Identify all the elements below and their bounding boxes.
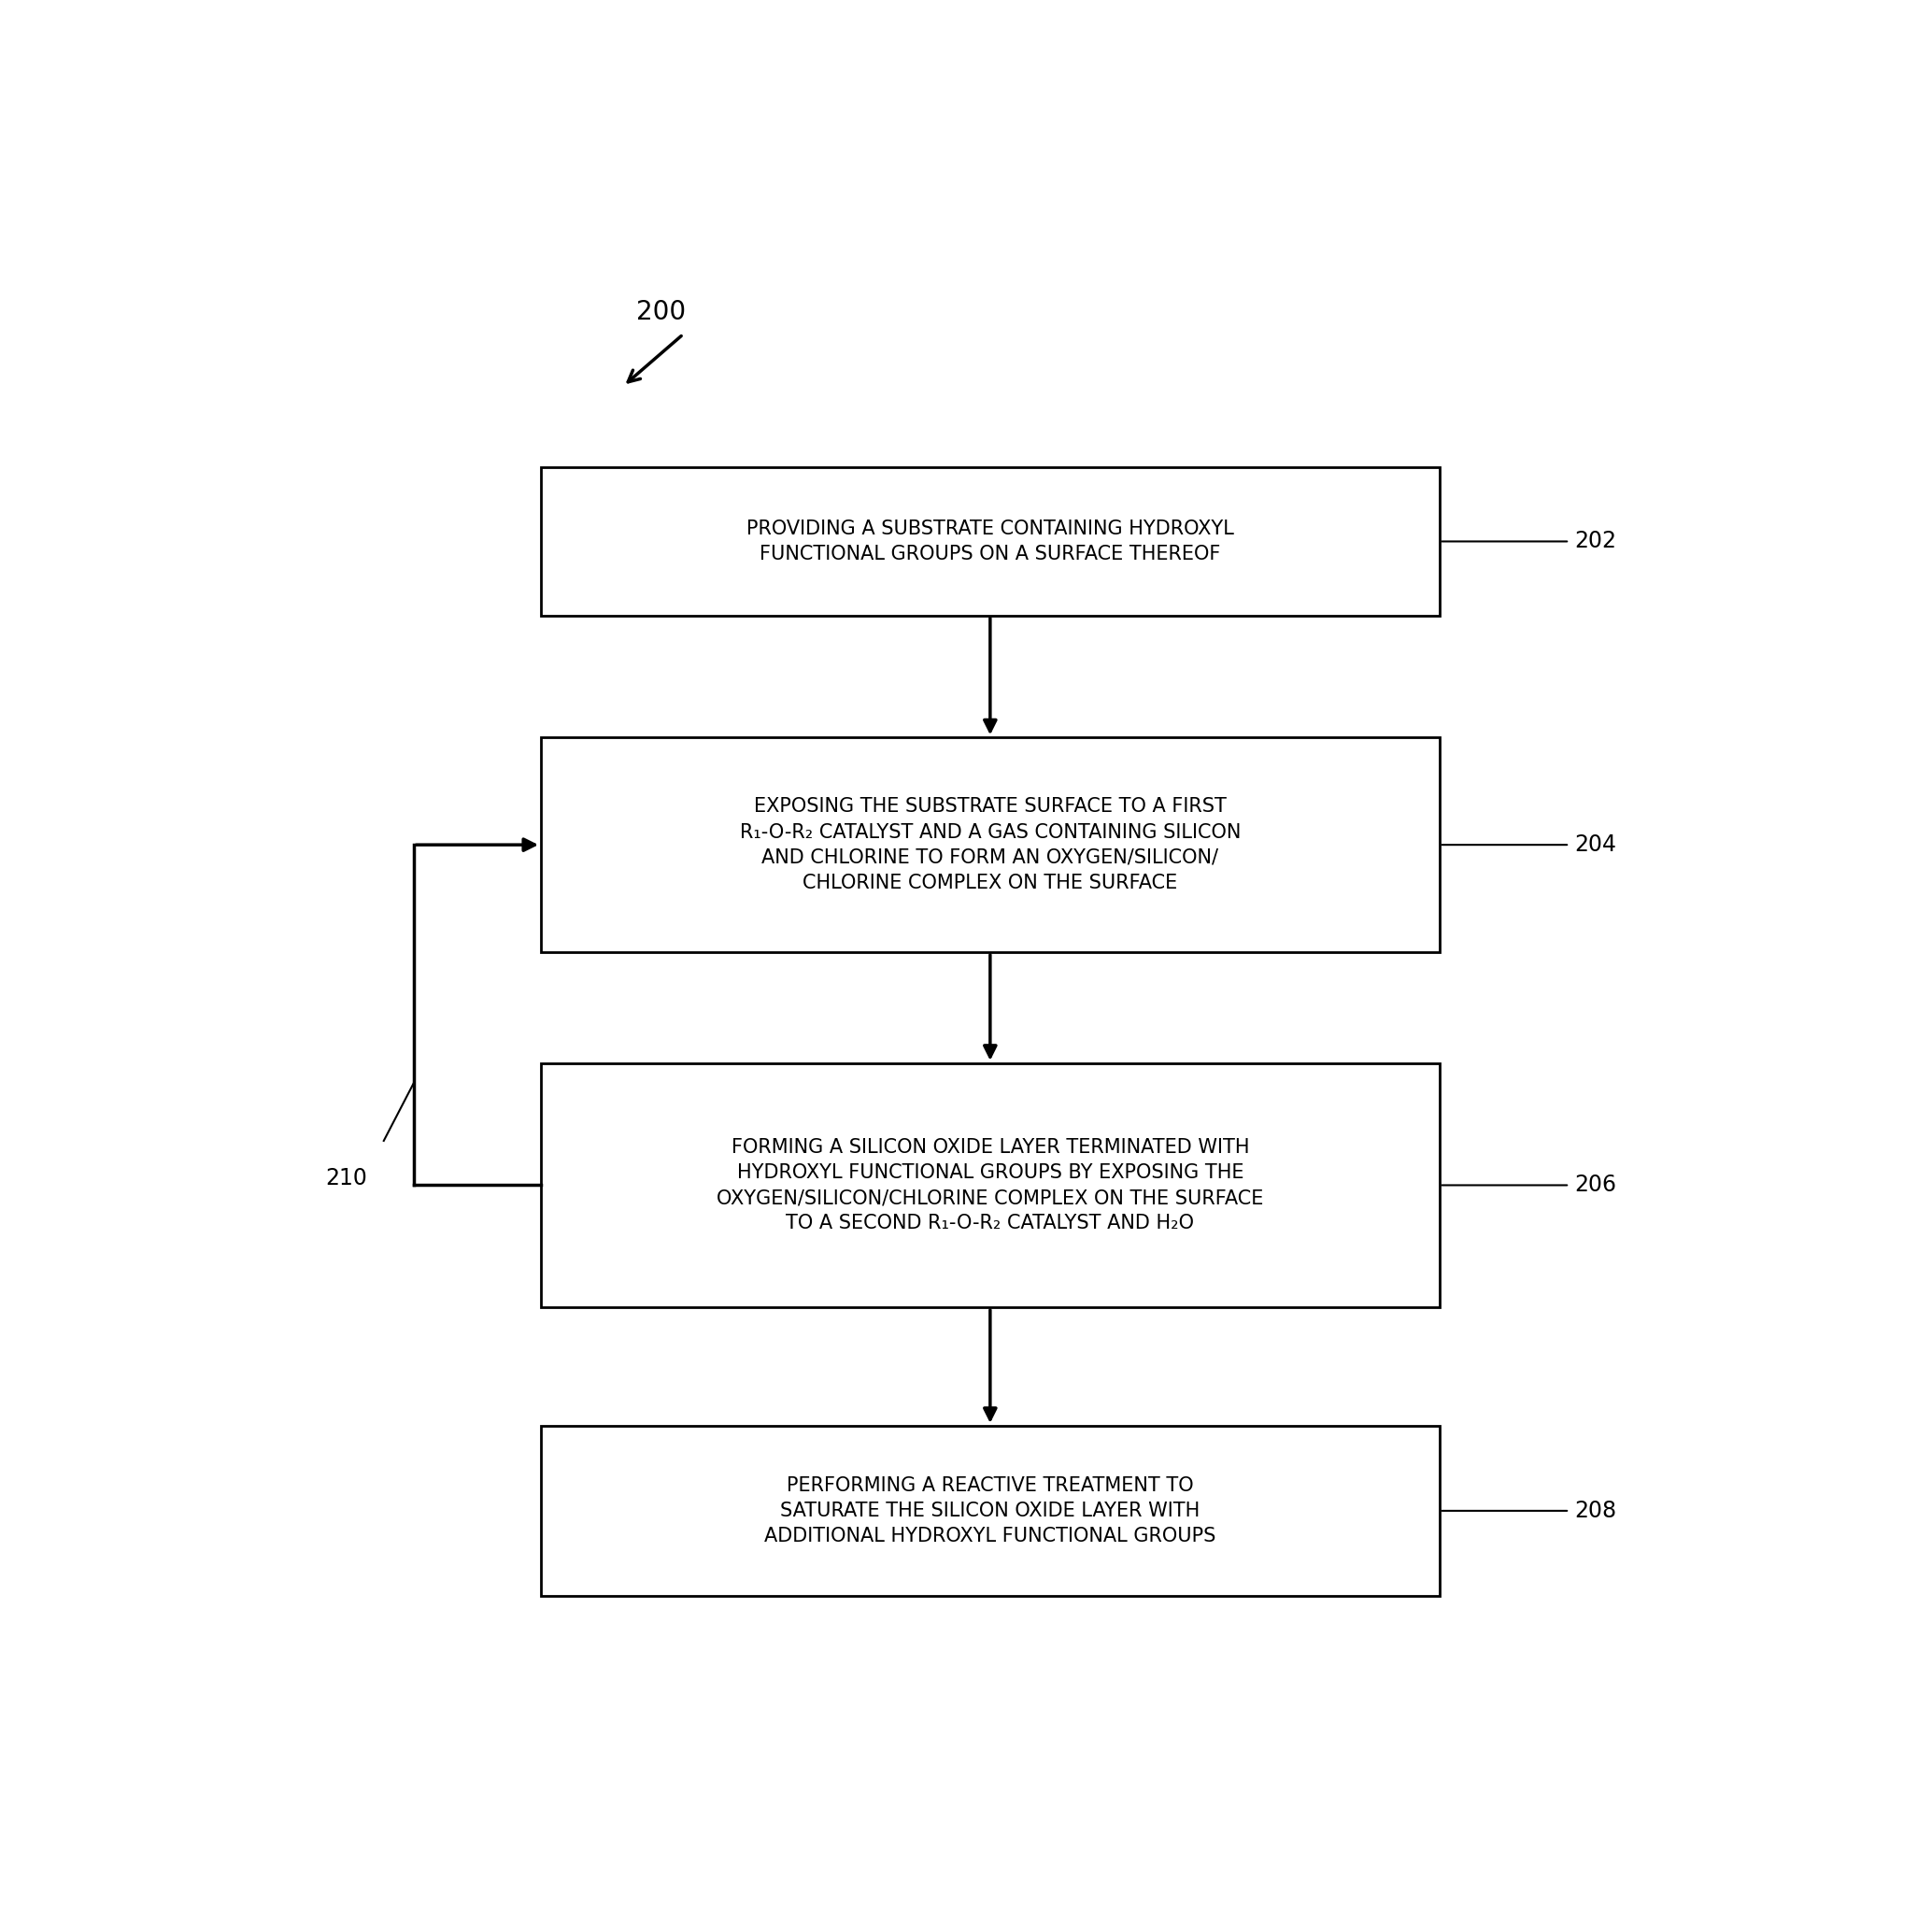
- Bar: [541, 738, 1439, 951]
- Text: 202: 202: [1575, 530, 1617, 554]
- Bar: [541, 467, 1439, 615]
- Bar: [541, 1426, 1439, 1595]
- Text: FORMING A SILICON OXIDE LAYER TERMINATED WITH
HYDROXYL FUNCTIONAL GROUPS BY EXPO: FORMING A SILICON OXIDE LAYER TERMINATED…: [717, 1138, 1264, 1232]
- Text: 206: 206: [1575, 1174, 1617, 1195]
- Text: 210: 210: [325, 1167, 367, 1190]
- Text: PROVIDING A SUBSTRATE CONTAINING HYDROXYL
FUNCTIONAL GROUPS ON A SURFACE THEREOF: PROVIDING A SUBSTRATE CONTAINING HYDROXY…: [746, 519, 1235, 563]
- Text: PERFORMING A REACTIVE TREATMENT TO
SATURATE THE SILICON OXIDE LAYER WITH
ADDITIO: PERFORMING A REACTIVE TREATMENT TO SATUR…: [765, 1476, 1215, 1545]
- Text: 204: 204: [1575, 834, 1617, 855]
- Bar: [541, 1063, 1439, 1307]
- Text: 200: 200: [636, 300, 686, 325]
- Text: EXPOSING THE SUBSTRATE SURFACE TO A FIRST
R₁-O-R₂ CATALYST AND A GAS CONTAINING : EXPOSING THE SUBSTRATE SURFACE TO A FIRS…: [740, 798, 1240, 892]
- Text: 208: 208: [1575, 1499, 1617, 1522]
